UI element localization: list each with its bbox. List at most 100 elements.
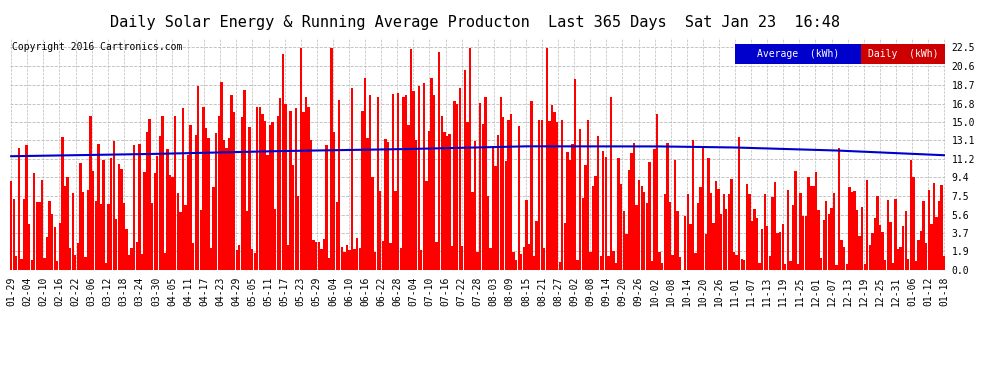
Bar [628, 170, 630, 270]
Bar [884, 260, 886, 270]
Bar [523, 248, 525, 270]
Bar [310, 140, 312, 270]
Bar [374, 252, 376, 270]
Bar [650, 261, 653, 270]
Bar [423, 82, 425, 270]
Text: Average  (kWh): Average (kWh) [757, 50, 840, 59]
Bar [323, 239, 325, 270]
Bar [239, 245, 241, 270]
Text: Daily  (kWh): Daily (kWh) [868, 50, 939, 59]
Bar [89, 116, 92, 270]
Bar [97, 144, 100, 270]
Bar [210, 248, 212, 270]
Bar [394, 192, 397, 270]
Bar [246, 211, 248, 270]
Bar [441, 116, 443, 270]
Bar [544, 248, 545, 270]
Bar [713, 223, 715, 270]
Bar [566, 152, 568, 270]
Bar [469, 48, 471, 270]
Bar [910, 160, 912, 270]
Bar [684, 216, 686, 270]
Bar [581, 198, 584, 270]
Bar [833, 193, 836, 270]
Bar [166, 149, 168, 270]
Bar [326, 145, 328, 270]
Bar [758, 263, 760, 270]
Bar [513, 252, 515, 270]
Bar [318, 242, 320, 270]
Bar [825, 201, 828, 270]
Bar [392, 94, 394, 270]
Bar [250, 249, 253, 270]
Bar [413, 90, 415, 270]
Bar [302, 112, 305, 270]
Bar [587, 120, 589, 270]
Bar [218, 116, 220, 270]
Bar [92, 171, 94, 270]
Bar [289, 111, 292, 270]
Bar [87, 190, 89, 270]
Bar [738, 137, 741, 270]
Bar [176, 193, 179, 270]
Bar [723, 195, 725, 270]
Bar [484, 97, 486, 270]
Bar [594, 176, 597, 270]
Bar [69, 248, 71, 270]
Bar [500, 98, 502, 270]
Bar [431, 78, 433, 270]
Bar [438, 52, 441, 270]
Bar [579, 129, 581, 270]
Bar [479, 103, 481, 270]
Bar [810, 186, 812, 270]
Bar [597, 136, 599, 270]
Bar [102, 160, 105, 270]
Bar [20, 260, 23, 270]
Bar [933, 183, 936, 270]
Bar [638, 180, 641, 270]
Bar [410, 49, 412, 270]
Bar [623, 211, 625, 270]
Bar [858, 236, 860, 270]
Bar [471, 192, 474, 270]
Bar [923, 201, 925, 270]
Bar [620, 184, 623, 270]
Bar [689, 225, 692, 270]
Text: Daily Solar Energy & Running Average Producton  Last 365 Days  Sat Jan 23  16:48: Daily Solar Energy & Running Average Pro… [110, 15, 841, 30]
Bar [641, 186, 643, 270]
Bar [481, 124, 484, 270]
Bar [13, 199, 15, 270]
Bar [745, 184, 748, 270]
Bar [907, 259, 910, 270]
Bar [428, 131, 430, 270]
Bar [843, 246, 845, 270]
Bar [841, 240, 842, 270]
Bar [668, 202, 671, 270]
Bar [261, 114, 263, 270]
Bar [705, 234, 707, 270]
Bar [313, 240, 315, 270]
Bar [123, 203, 125, 270]
Bar [23, 199, 25, 270]
Bar [53, 227, 55, 270]
Bar [418, 86, 420, 270]
Bar [607, 256, 610, 270]
Bar [687, 194, 689, 270]
Bar [828, 214, 830, 270]
Bar [636, 205, 638, 270]
Bar [663, 194, 666, 270]
Bar [256, 107, 258, 270]
Bar [487, 196, 489, 270]
Bar [389, 243, 392, 270]
Bar [49, 201, 50, 270]
Bar [718, 189, 720, 270]
Bar [192, 243, 194, 270]
Bar [382, 242, 384, 270]
Bar [771, 197, 773, 270]
Bar [848, 187, 850, 270]
Bar [197, 86, 199, 270]
Bar [533, 256, 536, 270]
Bar [538, 120, 541, 270]
Bar [133, 145, 136, 270]
Bar [84, 257, 87, 270]
